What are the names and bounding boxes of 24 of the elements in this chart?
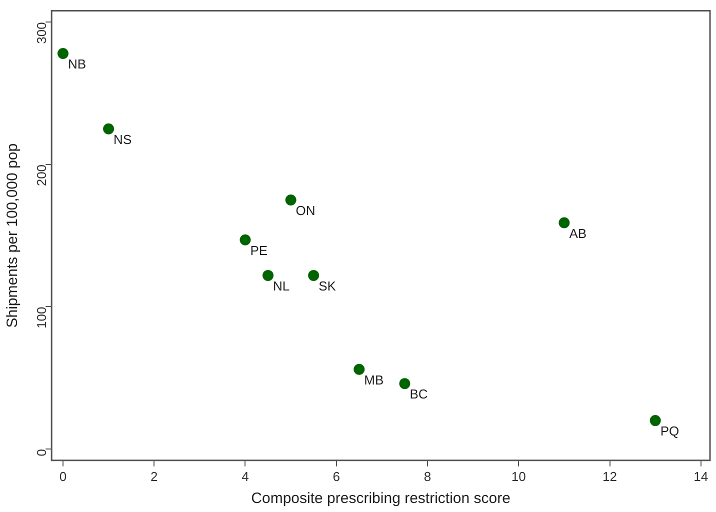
y-tick-label: 300 bbox=[34, 22, 50, 44]
y-tick-label: 100 bbox=[34, 306, 50, 328]
annotation: SK bbox=[318, 278, 336, 294]
x-tick-label: 4 bbox=[242, 468, 249, 484]
y-tick-label: 200 bbox=[34, 164, 50, 186]
annotation: PQ bbox=[660, 424, 680, 439]
annotation: NB bbox=[68, 56, 86, 72]
x-tick-label: 6 bbox=[332, 468, 340, 484]
x-tick-label: 10 bbox=[511, 468, 526, 484]
x-tick-label: 14 bbox=[694, 468, 708, 484]
annotation: ON bbox=[296, 203, 316, 218]
annotation: BC bbox=[410, 386, 428, 402]
annotation: MB bbox=[364, 372, 384, 388]
y-tick-label: 0 bbox=[34, 449, 50, 456]
annotation: AB bbox=[569, 226, 587, 241]
x-axis-title: Composite prescribing restriction score bbox=[251, 490, 510, 508]
annotation: NL bbox=[273, 278, 290, 294]
x-tick-label: 2 bbox=[150, 468, 158, 484]
annotation: NS bbox=[114, 132, 132, 147]
x-tick-label: 12 bbox=[602, 468, 617, 484]
x-tick-label: 8 bbox=[424, 468, 432, 484]
x-tick-label: 0 bbox=[59, 468, 67, 484]
annotation: PE bbox=[250, 242, 268, 258]
y-axis-title: Shipments per 100,000 pop bbox=[4, 143, 22, 328]
